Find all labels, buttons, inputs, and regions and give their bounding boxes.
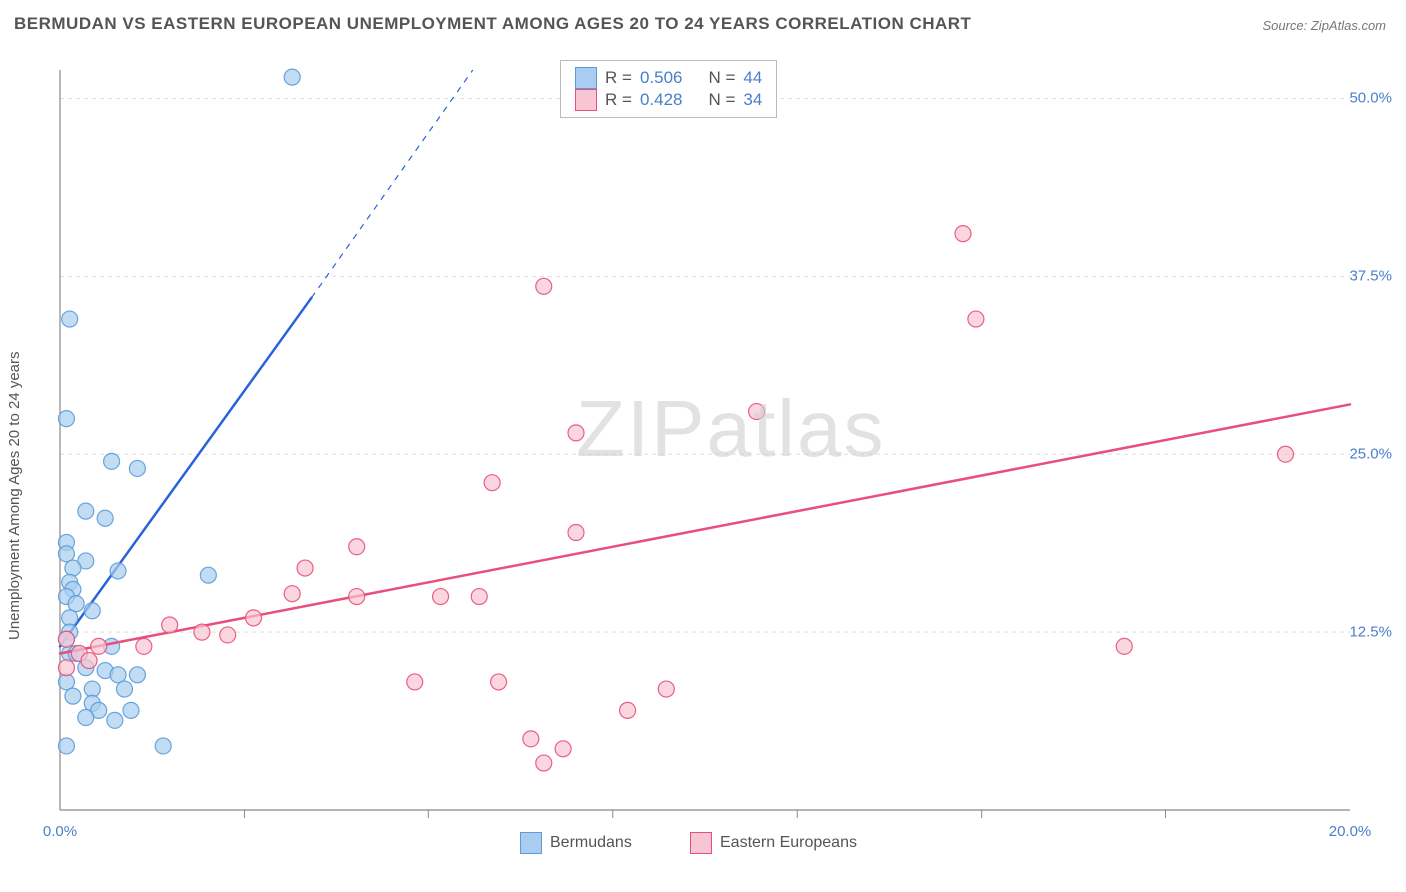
stats-legend-row: R = 0.506 N = 44	[575, 67, 762, 89]
series-legend-eastern-europeans: Eastern Europeans	[690, 832, 857, 854]
legend-label: Eastern Europeans	[720, 834, 857, 852]
source-attribution: Source: ZipAtlas.com	[1262, 18, 1386, 33]
stats-legend-row: R = 0.428 N = 34	[575, 89, 762, 111]
legend-swatch-icon	[690, 832, 712, 854]
r-value: 0.506	[640, 68, 683, 88]
legend-swatch-icon	[575, 89, 597, 111]
scatter-plot-svg	[50, 50, 1380, 830]
r-label: R =	[605, 68, 632, 88]
chart-plot-area	[50, 50, 1380, 830]
series-legend-bermudans: Bermudans	[520, 832, 632, 854]
n-label: N =	[708, 90, 735, 110]
x-tick-label: 20.0%	[1329, 823, 1372, 840]
y-tick-label: 37.5%	[1349, 268, 1392, 285]
legend-label: Bermudans	[550, 834, 632, 852]
y-tick-label: 12.5%	[1349, 624, 1392, 641]
y-tick-label: 50.0%	[1349, 90, 1392, 107]
r-value: 0.428	[640, 90, 683, 110]
n-value: 34	[743, 90, 762, 110]
r-label: R =	[605, 90, 632, 110]
chart-title: BERMUDAN VS EASTERN EUROPEAN UNEMPLOYMEN…	[14, 14, 971, 34]
n-value: 44	[743, 68, 762, 88]
legend-swatch-icon	[575, 67, 597, 89]
legend-swatch-icon	[520, 832, 542, 854]
y-axis-label: Unemployment Among Ages 20 to 24 years	[6, 351, 23, 640]
n-label: N =	[708, 68, 735, 88]
x-tick-label: 0.0%	[43, 823, 77, 840]
y-tick-label: 25.0%	[1349, 446, 1392, 463]
correlation-stats-legend: R = 0.506 N = 44 R = 0.428 N = 34	[560, 60, 777, 118]
